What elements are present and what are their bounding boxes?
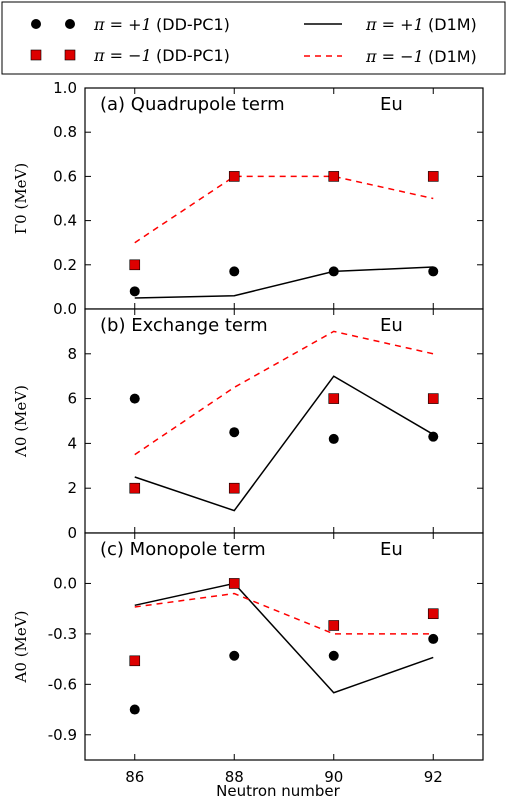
y-tick-label: 6 [67,390,77,408]
data-point-neg-ddpc1 [328,171,340,182]
legend-frame [1,1,506,75]
legend-circle-marker [65,19,75,29]
x-tick-label: 90 [324,768,343,786]
data-point-pos-ddpc1 [129,286,140,297]
series-line-pos-d1m [134,582,434,694]
panel-2: -0.9 -0.6 -0.3 0.0 86 88 90 92 A0 (MeV) (c) Monop… [12,532,484,786]
y-tick-label: 0.6 [53,167,77,185]
y-tick-label: -0.3 [48,625,77,643]
panels: 0.0 0.2 0.4 0.6 0.8 1.0 Γ0 (MeV) (a) Quadrupole… [12,79,484,786]
data-point-neg-ddpc1 [328,393,340,404]
data-point-neg-ddpc1 [129,655,141,667]
y-tick-label: -0.9 [48,726,77,744]
series-line-neg-d1m [134,330,434,456]
data-point-pos-ddpc1 [428,431,439,442]
data-point-pos-ddpc1 [328,650,339,661]
legend: π = +1 (DD-PC1) π = −1 (DD-PC1) π = +1 (… [1,1,506,75]
y-tick-label: 0 [67,524,77,542]
data-point-neg-ddpc1 [427,608,439,620]
panel-title: (b) Exchange term [100,315,268,336]
y-tick-label: 0.0 [53,574,77,592]
y-tick-label: 0.8 [53,123,77,141]
data-point-pos-ddpc1 [229,427,240,438]
legend-entry-3-label: (D1M) [428,47,477,66]
series-line-pos-d1m [134,375,434,512]
series-line-neg-d1m [134,175,434,244]
x-tick-label: 86 [125,768,144,786]
panel-element-label: Eu [380,94,403,115]
data-point-pos-ddpc1 [428,633,439,644]
data-point-neg-ddpc1 [228,171,240,182]
legend-square-marker [64,49,76,61]
data-point-neg-ddpc1 [129,259,141,271]
data-point-pos-ddpc1 [328,433,339,444]
panel-element-label: Eu [380,315,403,336]
y-tick-label: 1.0 [53,79,77,97]
data-point-neg-ddpc1 [328,620,340,631]
panel-0: 0.0 0.2 0.4 0.6 0.8 1.0 Γ0 (MeV) (a) Quadrupole… [12,79,484,318]
data-point-pos-ddpc1 [428,266,439,277]
panel-frame [84,308,484,534]
y-tick-label: 0.4 [53,212,77,230]
data-point-neg-ddpc1 [228,482,240,494]
data-point-neg-ddpc1 [129,482,141,494]
y-tick-label: 0.2 [53,256,77,274]
y-tick-label: 4 [67,434,77,452]
panel-frame [84,532,484,761]
legend-entry-3-math: π = −1 [365,47,424,66]
panel-element-label: Eu [380,539,403,560]
data-point-pos-ddpc1 [328,266,339,277]
legend-entry-0-label: (DD-PC1) [156,15,230,34]
x-tick-label: 88 [225,768,244,786]
legend-entry-2-math: π = +1 [365,15,424,34]
data-point-pos-ddpc1 [129,704,140,715]
data-point-pos-ddpc1 [229,650,240,661]
y-tick-label: -0.6 [48,675,77,693]
legend-entry-0-math: π = +1 [93,15,152,34]
legend-entry-2-label: (D1M) [428,15,477,34]
legend-circle-marker [31,19,41,29]
legend-square-marker [30,49,42,61]
x-axis-label: Neutron number [216,782,341,800]
y-tick-label: 0.0 [53,300,77,318]
legend-entry-1-label: (DD-PC1) [156,46,230,65]
data-point-pos-ddpc1 [229,266,240,277]
y-axis-label: A0 (MeV) [12,611,30,684]
y-axis-label: Γ0 (MeV) [12,163,30,235]
y-tick-label: 2 [67,479,77,497]
data-point-neg-ddpc1 [228,578,240,589]
panel-title: (c) Monopole term [100,539,266,560]
series-line-pos-d1m [134,266,434,299]
y-axis-label: Λ0 (MeV) [12,385,30,458]
data-point-pos-ddpc1 [129,393,140,404]
panel-1: 0 2 4 6 8 Λ0 (MeV) (b) Exchange term Eu [12,308,484,542]
x-tick-label: 92 [424,768,443,786]
legend-entry-1-math: π = −1 [93,46,152,65]
data-point-neg-ddpc1 [427,171,439,182]
y-tick-label: 8 [67,345,77,363]
panel-frame [84,87,484,310]
data-point-neg-ddpc1 [427,393,439,404]
series-line-neg-d1m [134,592,434,635]
panel-title: (a) Quadrupole term [100,94,285,115]
